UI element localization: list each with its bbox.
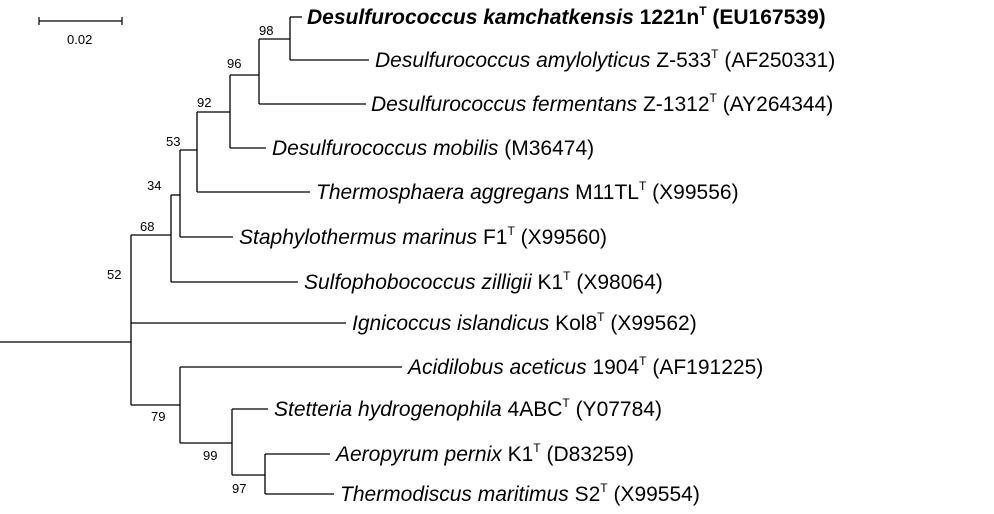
taxon-label: Aeropyrum pernix K1T (D83259) <box>334 441 634 466</box>
bootstrap-68: 68 <box>140 219 154 234</box>
taxon-name: Desulfurococcus fermentans <box>371 93 638 116</box>
taxon-accession: (X99556) <box>652 181 738 204</box>
bootstrap-92: 92 <box>197 95 211 110</box>
tree-branches <box>0 16 402 495</box>
taxon-accession: (X99560) <box>521 226 607 249</box>
bootstrap-96: 96 <box>227 56 241 71</box>
taxon-name: Desulfurococcus kamchatkensis <box>307 6 634 29</box>
bootstrap-52: 52 <box>107 267 121 282</box>
taxon-strain: Z-533 <box>656 49 711 72</box>
taxon-accession: (X99554) <box>613 483 699 506</box>
type-strain-mark: T <box>507 224 515 238</box>
taxon-accession: (X99562) <box>610 312 696 335</box>
bootstrap-99: 99 <box>203 448 217 463</box>
taxon-label: Desulfurococcus fermentans Z-1312T (AY26… <box>371 91 833 116</box>
taxon-label: Stetteria hydrogenophila 4ABCT (Y07784) <box>274 396 662 421</box>
type-strain-mark: T <box>533 441 541 455</box>
taxon-strain: 1221n <box>640 6 700 29</box>
taxon-strain: 1904 <box>592 356 639 379</box>
bootstrap-79: 79 <box>151 409 165 424</box>
taxon-label: Acidilobus aceticus 1904T (AF191225) <box>406 354 763 379</box>
type-strain-mark: T <box>710 91 718 105</box>
taxon-accession: (AY264344) <box>723 93 834 116</box>
taxon-strain: 4ABC <box>508 398 563 421</box>
taxon-label: Thermodiscus maritimus S2T (X99554) <box>340 481 700 506</box>
scale-bar: 0.02 <box>38 17 123 47</box>
taxon-accession: (D83259) <box>546 443 634 466</box>
taxon-accession: (M36474) <box>504 137 594 160</box>
type-strain-mark: T <box>639 179 647 193</box>
taxon-name: Stetteria hydrogenophila <box>274 398 502 421</box>
bootstrap-34: 34 <box>147 178 161 193</box>
type-strain-mark: T <box>600 481 608 495</box>
bootstrap-values: 98 96 92 53 34 68 52 79 99 97 <box>107 23 273 496</box>
taxon-strain: M11TL <box>575 181 639 204</box>
taxon-accession: (AF250331) <box>724 49 835 72</box>
type-strain-mark: T <box>563 269 571 283</box>
bootstrap-97: 97 <box>232 481 246 496</box>
taxon-name: Desulfurococcus amylolyticus <box>375 49 651 72</box>
taxon-strain: Z-1312 <box>643 93 710 116</box>
taxon-name: Thermodiscus maritimus <box>340 483 569 506</box>
bootstrap-53: 53 <box>166 134 180 149</box>
taxon-strain: Kol8 <box>555 312 597 335</box>
taxon-name: Acidilobus aceticus <box>406 356 587 379</box>
taxon-label: Desulfurococcus kamchatkensis 1221nT (EU… <box>307 4 826 29</box>
taxon-strain: K1 <box>502 443 534 466</box>
taxon-name: Staphylothermus marinus <box>239 226 478 249</box>
taxon-strain: F1 <box>483 226 508 249</box>
taxon-accession: (AF191225) <box>652 356 763 379</box>
taxon-name: Desulfurococcus mobilis <box>272 137 499 160</box>
scale-bar-label: 0.02 <box>67 32 92 47</box>
taxon-label: Desulfurococcus amylolyticus Z-533T (AF2… <box>375 47 835 72</box>
taxon-strain: S2 <box>575 483 601 506</box>
taxon-strain: K1 <box>537 271 563 294</box>
type-strain-mark: T <box>597 310 605 324</box>
taxon-labels: Desulfurococcus kamchatkensis 1221nT (EU… <box>239 4 835 506</box>
taxon-name: Sulfophobococcus zilligii <box>304 271 533 294</box>
type-strain-mark: T <box>562 396 570 410</box>
bootstrap-98: 98 <box>259 23 273 38</box>
type-strain-mark: T <box>699 4 707 18</box>
taxon-label: Desulfurococcus mobilis (M36474) <box>272 137 594 160</box>
taxon-accession: (Y07784) <box>576 398 662 421</box>
taxon-label: Sulfophobococcus zilligii K1T (X98064) <box>304 269 663 294</box>
taxon-name: Thermosphaera aggregans <box>316 181 570 204</box>
type-strain-mark: T <box>711 47 719 61</box>
taxon-accession: (X98064) <box>576 271 662 294</box>
type-strain-mark: T <box>639 354 647 368</box>
taxon-name: Aeropyrum pernix <box>334 443 503 466</box>
taxon-label: Ignicoccus islandicus Kol8T (X99562) <box>352 310 697 335</box>
taxon-label: Staphylothermus marinus F1T (X99560) <box>239 224 607 249</box>
taxon-name: Ignicoccus islandicus <box>352 312 550 335</box>
taxon-label: Thermosphaera aggregans M11TLT (X99556) <box>316 179 739 204</box>
taxon-accession: (EU167539) <box>712 6 825 29</box>
